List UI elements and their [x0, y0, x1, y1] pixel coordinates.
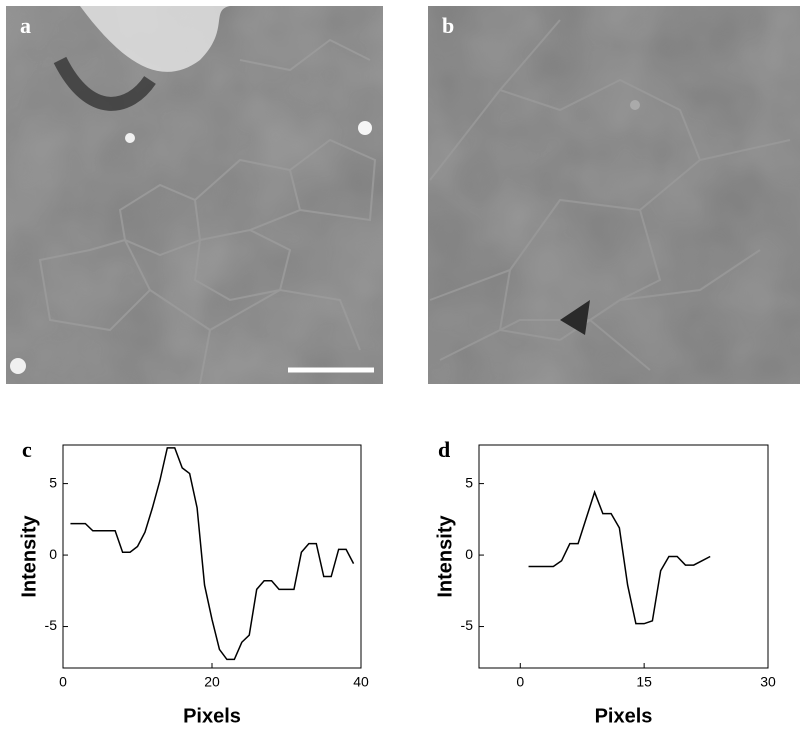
- data-line: [70, 448, 353, 660]
- x-axis-label: Pixels: [183, 705, 241, 727]
- y-tick-label: -5: [461, 617, 474, 633]
- panel-label: d: [438, 437, 450, 462]
- y-axis-label: Intensity: [434, 515, 456, 598]
- x-tick-label: 0: [59, 674, 67, 690]
- panel-label: c: [22, 437, 32, 462]
- y-tick-label: 0: [49, 546, 57, 562]
- x-tick-label: 30: [760, 674, 776, 690]
- y-tick-label: 5: [49, 474, 57, 490]
- x-tick-label: 40: [353, 674, 369, 690]
- line-chart: 0 15 30 -5 0 5 Pixels Intensity d: [434, 437, 776, 727]
- line-chart: 0 20 40 -5 0 5 Pixels Intensity c: [18, 437, 369, 727]
- image-b: b: [428, 6, 800, 384]
- y-axis-label: Intensity: [18, 515, 40, 598]
- plot-frame: [63, 445, 361, 668]
- page: a b 0 20 40 -5 0 5 Pixels Intensity c 0 15 30 -5 0 5 Pi…: [0, 0, 801, 729]
- data-line: [529, 492, 711, 624]
- y-tick-label: 0: [465, 546, 473, 562]
- panel-label: b: [442, 13, 454, 38]
- y-tick-label: 5: [465, 474, 473, 490]
- y-tick-label: -5: [45, 617, 58, 633]
- figure: a b 0 20 40 -5 0 5 Pixels Intensity c 0 15 30 -5 0 5 Pi…: [0, 0, 801, 729]
- panel-label: a: [20, 13, 31, 38]
- x-tick-label: 0: [516, 674, 524, 690]
- x-tick-label: 20: [204, 674, 220, 690]
- x-axis-label: Pixels: [595, 705, 653, 727]
- image-a: a: [6, 6, 383, 384]
- x-tick-label: 15: [636, 674, 652, 690]
